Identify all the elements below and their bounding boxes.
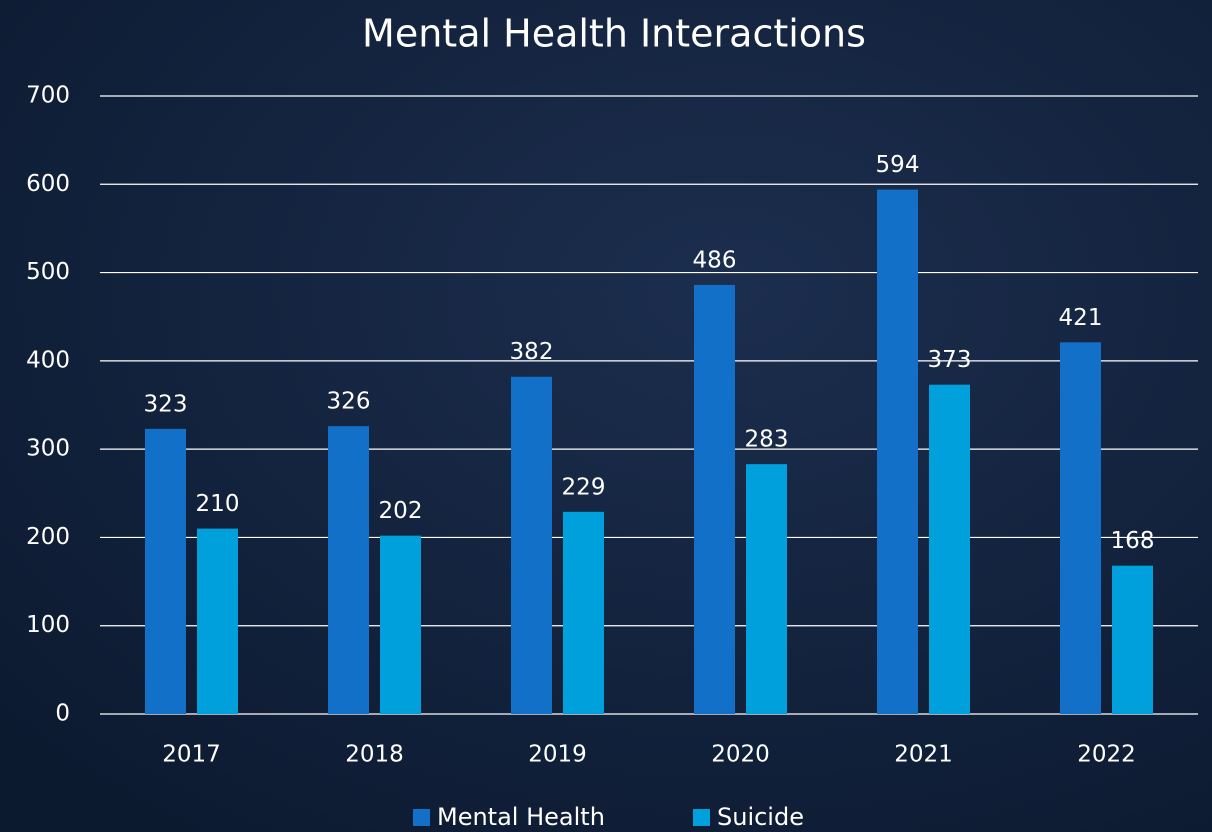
x-tick-label: 2018 xyxy=(345,742,404,768)
x-tick-label: 2022 xyxy=(1077,742,1136,768)
bar xyxy=(877,189,918,714)
data-label: 421 xyxy=(1059,305,1103,331)
legend-swatch xyxy=(693,809,710,826)
legend-label: Mental Health xyxy=(437,803,605,831)
bar xyxy=(328,426,369,714)
x-tick-label: 2017 xyxy=(162,742,221,768)
data-label: 210 xyxy=(196,491,240,517)
y-tick-label: 200 xyxy=(26,524,70,550)
legend-swatch xyxy=(413,809,430,826)
bar xyxy=(563,511,604,714)
data-label: 382 xyxy=(510,339,554,365)
data-label: 168 xyxy=(1111,528,1155,554)
bar xyxy=(511,376,552,714)
x-tick-label: 2020 xyxy=(711,742,770,768)
bar xyxy=(694,284,735,714)
x-tick-label: 2019 xyxy=(528,742,587,768)
y-tick-label: 500 xyxy=(26,259,70,285)
bar xyxy=(1112,565,1153,714)
data-label: 486 xyxy=(693,247,737,273)
data-label: 229 xyxy=(562,474,606,500)
data-label: 283 xyxy=(745,427,789,453)
y-tick-label: 0 xyxy=(55,701,70,727)
y-tick-label: 400 xyxy=(26,347,70,373)
bar xyxy=(197,528,238,714)
chart-title: Mental Health Interactions xyxy=(362,12,866,56)
y-tick-label: 700 xyxy=(26,83,70,109)
bar xyxy=(929,384,970,714)
data-label: 373 xyxy=(928,347,972,373)
bar xyxy=(746,464,787,714)
data-label: 594 xyxy=(876,152,920,178)
data-label: 202 xyxy=(379,498,423,524)
y-tick-label: 600 xyxy=(26,171,70,197)
y-tick-label: 300 xyxy=(26,436,70,462)
data-label: 326 xyxy=(327,389,371,415)
y-tick-label: 100 xyxy=(26,612,70,638)
x-tick-label: 2021 xyxy=(894,742,953,768)
data-label: 323 xyxy=(144,391,188,417)
bar xyxy=(1060,342,1101,714)
bar xyxy=(380,535,421,714)
legend-label: Suicide xyxy=(717,803,804,831)
bar xyxy=(145,428,186,714)
